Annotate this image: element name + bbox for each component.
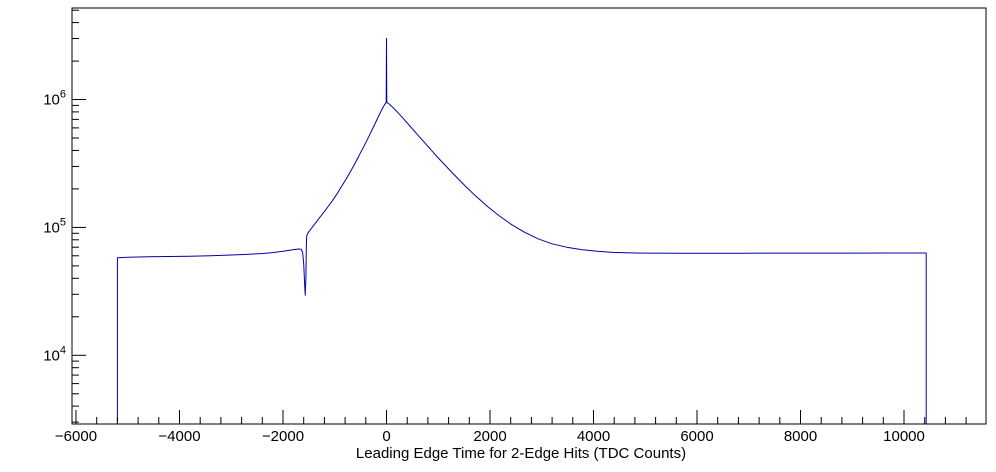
x-tick-label: 8000	[784, 428, 817, 445]
x-tick-label: 6000	[680, 428, 713, 445]
x-axis-ticks	[75, 410, 967, 424]
y-tick-label: 104	[43, 344, 66, 364]
x-axis-title: Leading Edge Time for 2-Edge Hits (TDC C…	[356, 445, 686, 462]
x-tick-label: 0	[382, 428, 390, 445]
plot-frame	[71, 7, 987, 425]
x-tick-label: 10000	[883, 428, 925, 445]
x-tick-label: 2000	[473, 428, 506, 445]
x-tick-label: −4000	[158, 428, 200, 445]
y-tick-label: 105	[43, 216, 66, 236]
y-axis-ticks	[72, 9, 86, 423]
x-tick-label: −6000	[55, 428, 97, 445]
x-tick-label: 4000	[577, 428, 610, 445]
y-tick-label: 106	[43, 89, 66, 109]
plot-generated: −6000 −4000 −2000 0 2000 4000 6000 8000 10000 104…	[43, 7, 987, 445]
histogram-line	[116, 38, 927, 424]
x-tick-label: −2000	[262, 428, 304, 445]
